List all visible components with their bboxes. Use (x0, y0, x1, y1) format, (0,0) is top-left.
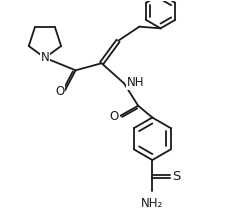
Text: N: N (41, 51, 49, 64)
Text: NH: NH (127, 76, 144, 89)
Text: NH₂: NH₂ (141, 197, 163, 210)
Text: O: O (109, 110, 119, 123)
Text: S: S (172, 170, 180, 183)
Text: O: O (55, 85, 64, 98)
